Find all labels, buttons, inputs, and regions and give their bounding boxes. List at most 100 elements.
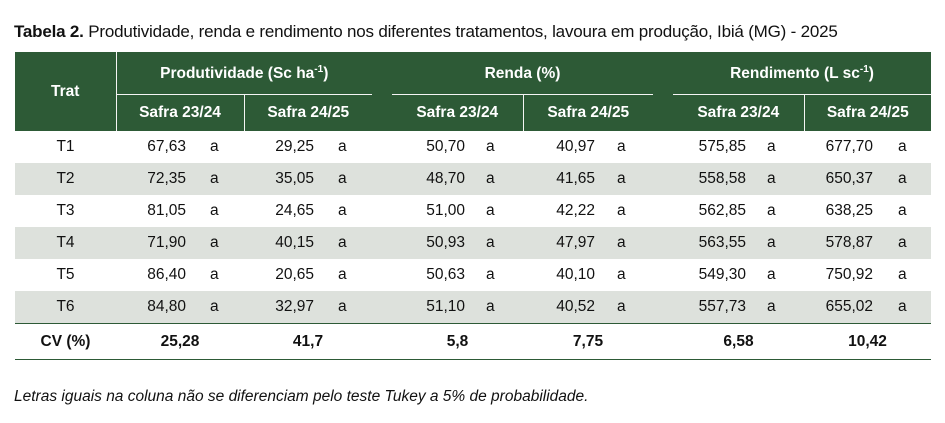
column-gap: [372, 259, 392, 291]
cell-letter: a: [898, 202, 907, 219]
cv-gap: [372, 323, 392, 360]
value-cell: 48,70 a: [392, 163, 523, 195]
header-season: Safra 23/24: [392, 94, 523, 131]
cell-letter: a: [338, 234, 347, 251]
cell-letter: a: [617, 170, 626, 187]
caption-label: Tabela 2.: [14, 22, 84, 41]
column-gap: [372, 131, 392, 163]
value-cell: 557,73 a: [673, 291, 805, 324]
cell-letter: a: [767, 202, 776, 219]
cell-value: 29,25: [275, 138, 314, 155]
cell-letter: a: [486, 298, 495, 315]
value-cell: 72,35 a: [116, 163, 244, 195]
value-cell: 51,10 a: [392, 291, 523, 324]
table-row: T2 72,35 a 35,05 a 48,70 a 41,65 a 558,58 a 650,37 a: [15, 163, 932, 195]
cell-letter: a: [210, 138, 219, 155]
value-cell: 558,58 a: [673, 163, 805, 195]
cell-value: 50,70: [426, 138, 465, 155]
header-gap: [653, 52, 674, 131]
value-cell: 24,65 a: [244, 195, 372, 227]
column-gap: [372, 227, 392, 259]
cv-value: 25,28: [116, 323, 244, 360]
value-cell: 40,97 a: [523, 131, 653, 163]
table-row: T1 67,63 a 29,25 a 50,70 a 40,97 a 575,85 a 677,70 a: [15, 131, 931, 163]
value-cell: 47,97 a: [523, 227, 654, 259]
column-gap: [653, 291, 674, 324]
cell-letter: a: [767, 170, 776, 187]
header-season: Safra 23/24: [116, 94, 244, 131]
cell-value: 32,97: [275, 298, 314, 315]
cv-label: CV (%): [15, 323, 116, 360]
cell-letter: a: [210, 266, 219, 283]
value-cell: 40,10 a: [523, 259, 653, 291]
value-cell: 50,63 a: [392, 259, 523, 291]
header-group-renda: Renda (%): [392, 52, 654, 95]
cell-value: 50,63: [426, 266, 465, 283]
cell-value: 51,00: [426, 202, 465, 219]
cell-value: 575,85: [698, 138, 747, 155]
cell-value: 40,52: [556, 298, 596, 315]
table-row: T6 84,80 a 32,97 a 51,10 a 40,52 a 557,73 a 655,02 a: [15, 291, 932, 324]
column-gap: [653, 131, 674, 163]
value-cell: 81,05 a: [116, 195, 244, 227]
cell-value: 81,05: [147, 202, 186, 219]
cv-value: 7,75: [523, 323, 654, 360]
cell-value: 650,37: [825, 170, 874, 187]
treatment-label: T6: [15, 291, 116, 324]
cell-letter: a: [210, 234, 219, 251]
table-footnote: Letras iguais na coluna não se diferenci…: [14, 388, 589, 405]
cell-letter: a: [338, 138, 347, 155]
cell-letter: a: [486, 234, 495, 251]
cell-letter: a: [617, 234, 626, 251]
value-cell: 35,05 a: [244, 163, 372, 195]
value-cell: 50,93 a: [392, 227, 523, 259]
header-group-produtividade: Produtividade (Sc ha-1): [116, 52, 372, 95]
value-cell: 29,25 a: [244, 131, 372, 163]
cell-letter: a: [617, 298, 626, 315]
cell-letter: a: [617, 138, 626, 155]
value-cell: 677,70 a: [804, 131, 931, 163]
cell-value: 42,22: [556, 202, 596, 219]
cell-letter: a: [338, 202, 347, 219]
cell-value: 563,55: [698, 234, 747, 251]
value-cell: 20,65 a: [244, 259, 372, 291]
value-cell: 71,90 a: [116, 227, 244, 259]
value-cell: 51,00 a: [392, 195, 523, 227]
cell-letter: a: [486, 138, 495, 155]
results-table: Trat Produtividade (Sc ha-1) Renda (%) R…: [15, 52, 932, 360]
cell-letter: a: [617, 202, 626, 219]
value-cell: 638,25 a: [804, 195, 931, 227]
header-season: Safra 23/24: [673, 94, 805, 131]
header-trat: Trat: [15, 52, 117, 131]
value-cell: 578,87 a: [804, 227, 932, 259]
cell-value: 48,70: [426, 170, 465, 187]
table-row: T5 86,40 a 20,65 a 50,63 a 40,10 a 549,30 a 750,92 a: [15, 259, 931, 291]
value-cell: 67,63 a: [116, 131, 244, 163]
cell-value: 35,05: [275, 170, 314, 187]
cell-letter: a: [898, 138, 907, 155]
cell-value: 51,10: [426, 298, 465, 315]
cell-value: 24,65: [275, 202, 314, 219]
column-gap: [653, 227, 674, 259]
value-cell: 42,22 a: [523, 195, 653, 227]
cell-letter: a: [338, 266, 347, 283]
cell-value: 86,40: [147, 266, 186, 283]
header-season: Safra 24/25: [522, 94, 654, 131]
header-season: Safra 24/25: [803, 94, 932, 131]
cell-letter: a: [486, 170, 495, 187]
treatment-label: T2: [15, 163, 116, 195]
cell-letter: a: [767, 266, 776, 283]
cell-value: 40,10: [556, 266, 596, 283]
cell-letter: a: [338, 298, 347, 315]
cell-value: 638,25: [825, 202, 874, 219]
value-cell: 563,55 a: [673, 227, 805, 259]
cell-letter: a: [210, 202, 219, 219]
cell-letter: a: [767, 298, 776, 315]
table-row: T3 81,05 a 24,65 a 51,00 a 42,22 a 562,85 a 638,25 a: [15, 195, 931, 227]
cell-letter: a: [767, 138, 776, 155]
column-gap: [372, 291, 392, 324]
treatment-label: T4: [15, 227, 116, 259]
cell-value: 655,02: [825, 298, 874, 315]
cell-letter: a: [486, 266, 495, 283]
